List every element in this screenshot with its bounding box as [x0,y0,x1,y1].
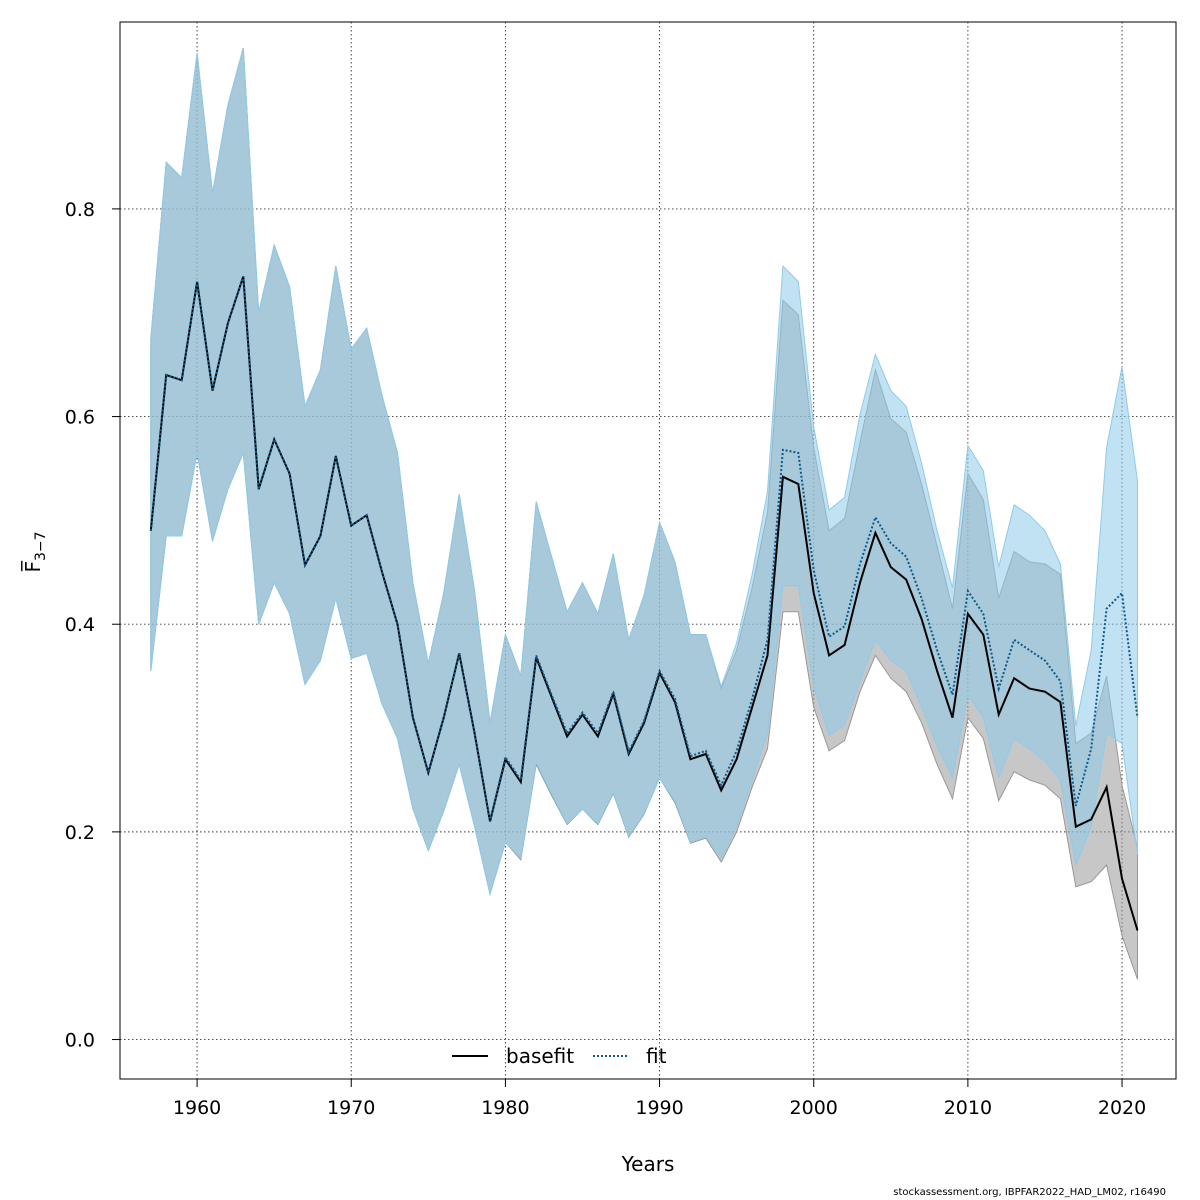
y-tick-label: 0.0 [65,1030,95,1052]
line-basefit [149,276,1139,931]
x-tick-label: 2010 [944,1097,992,1119]
x-tick-label: 1980 [481,1097,529,1119]
x-axis-title: Years [621,1152,675,1176]
svg-text:F̅3−7: F̅3−7 [20,531,49,572]
confidence-bands [150,47,1138,980]
y-tick-label: 0.6 [65,407,95,429]
y-axis-title: F̅3−7 [20,531,49,572]
y-axis: 0.0 0.2 0.4 0.6 0.8 [65,199,120,1052]
legend-label-fit: fit [646,1044,667,1068]
y-tick-label: 0.2 [65,822,95,844]
y-axis-title-main: F̅ [20,560,45,573]
footer-credit: stockassessment.org, IBPFAR2022_HAD_LM02… [893,1187,1166,1198]
legend: basefit fit [452,1044,667,1068]
plot-frame [119,21,1177,1080]
band-fit [150,47,1138,897]
y-tick-label: 0.4 [65,614,95,636]
line-fit [149,276,1139,822]
x-tick-label: 1990 [635,1097,683,1119]
x-tick-label: 1970 [327,1097,375,1119]
y-tick-label: 0.8 [65,199,95,221]
x-tick-label: 1960 [173,1097,221,1119]
y-axis-title-sub: 3−7 [33,531,49,561]
series-lines [149,276,1139,931]
x-axis: 1960 1970 1980 1990 2000 2010 2020 [173,1079,1146,1119]
legend-label-basefit: basefit [506,1044,574,1068]
x-tick-label: 2000 [790,1097,838,1119]
x-tick-label: 2020 [1098,1097,1146,1119]
